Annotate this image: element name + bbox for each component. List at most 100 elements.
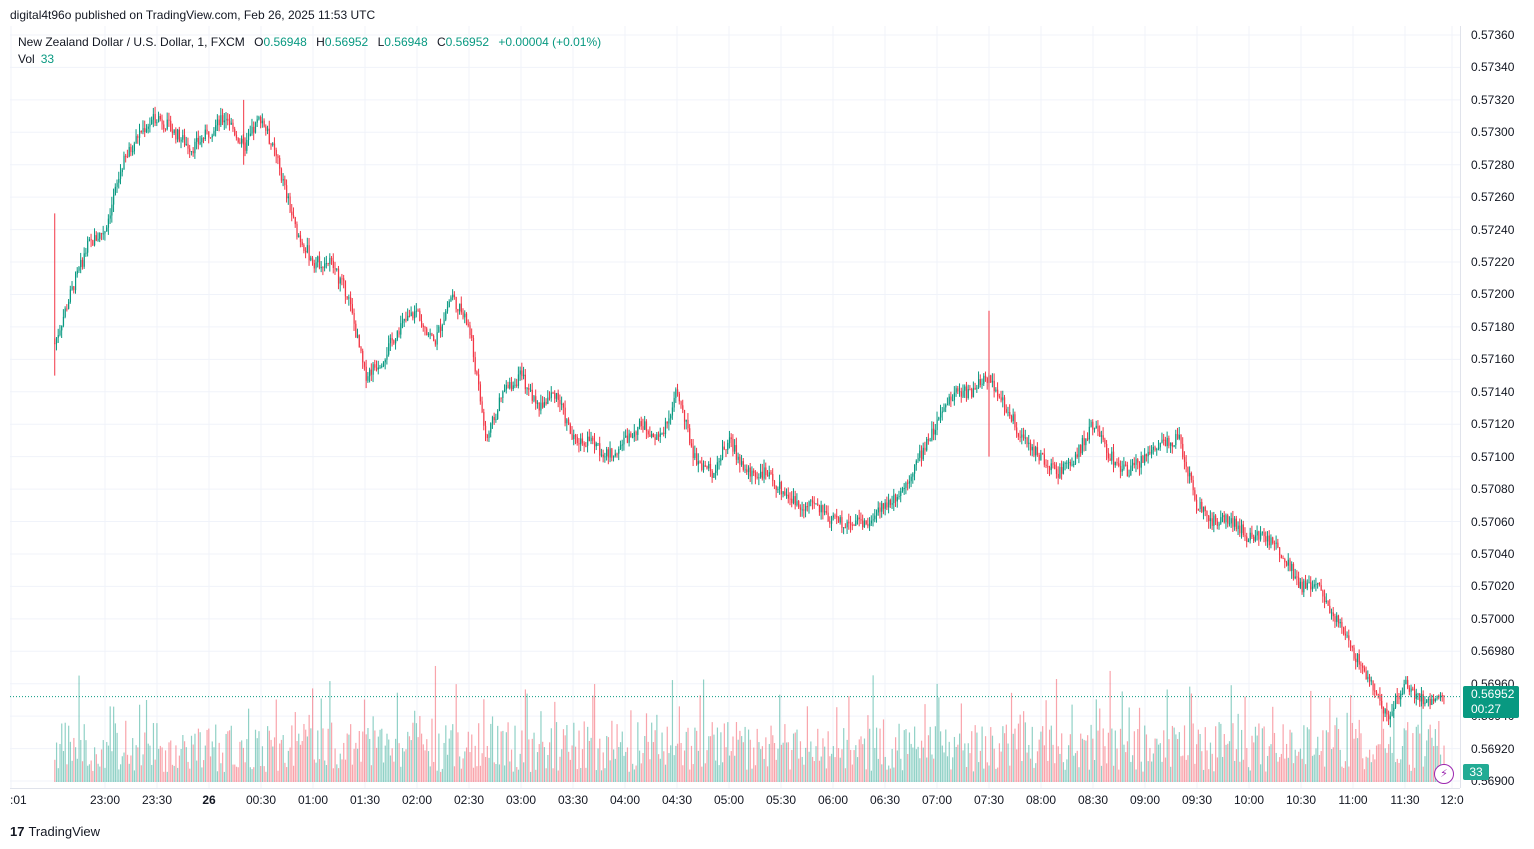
volume-bar <box>196 760 198 782</box>
volume-bar <box>1069 734 1071 782</box>
volume-bar <box>1351 722 1353 782</box>
candle-body <box>715 470 717 473</box>
candle-body <box>1408 687 1411 692</box>
candlestick-chart[interactable] <box>10 26 1460 788</box>
candle-body <box>1183 457 1186 462</box>
volume-bar <box>666 726 668 782</box>
time-tick-label: 23:00 <box>89 793 121 807</box>
volume-bar <box>946 756 949 782</box>
volume-bar <box>1095 699 1097 782</box>
candle-body <box>87 241 89 253</box>
candle-body <box>635 431 637 435</box>
time-tick-label: 23:30 <box>141 793 173 807</box>
price-tick-label: 0.57060 <box>1471 514 1515 529</box>
volume-bar <box>664 764 667 782</box>
volume-bar <box>348 734 350 782</box>
candle-body <box>194 141 196 154</box>
volume-bar <box>692 764 694 782</box>
volume-bar <box>746 769 748 782</box>
candle-body <box>1375 691 1378 695</box>
volume-bar <box>831 753 833 782</box>
candle-body <box>453 294 456 297</box>
chart-pane[interactable] <box>10 26 1460 788</box>
candle-body <box>369 369 371 377</box>
candle-body <box>253 126 255 133</box>
volume-bar <box>1355 728 1357 782</box>
candle-body <box>1346 635 1348 637</box>
volume-bar <box>984 736 987 782</box>
volume-bar <box>1291 732 1293 782</box>
volume-bar <box>566 725 568 782</box>
volume-bar <box>287 750 289 782</box>
volume-bar <box>502 730 504 782</box>
volume-bar <box>1201 751 1203 782</box>
candle-body <box>1199 501 1201 509</box>
candle-body <box>235 134 238 138</box>
candle-body <box>455 296 457 310</box>
candle-body <box>677 389 679 394</box>
tradingview-footer[interactable]: 17 TradingView <box>10 823 100 841</box>
candle-body <box>1128 475 1130 477</box>
candle-body <box>1337 615 1340 624</box>
candle-body <box>766 475 769 477</box>
volume-bar <box>1194 763 1196 782</box>
volume-bar <box>414 710 416 782</box>
volume-bar <box>811 756 814 782</box>
candle-body <box>1126 465 1129 477</box>
candle-body <box>1365 671 1367 680</box>
price-tick-label: 0.57360 <box>1471 28 1515 42</box>
candle-body <box>1280 555 1283 559</box>
volume-bar <box>460 768 462 782</box>
candle-body <box>1149 451 1151 454</box>
candle-body <box>1398 696 1400 700</box>
candle-body <box>211 135 213 138</box>
volume-bar <box>185 747 187 782</box>
volume-bar <box>422 744 424 782</box>
candle-body <box>1208 515 1210 522</box>
volume-label[interactable]: Vol <box>18 52 35 66</box>
candle-body <box>920 450 923 460</box>
volume-bar <box>135 745 137 782</box>
candle-body <box>723 446 725 450</box>
candle-body <box>324 263 326 268</box>
volume-bar <box>1284 758 1286 782</box>
candle-body <box>1024 437 1026 439</box>
volume-bar <box>554 701 556 782</box>
candle-body <box>708 463 710 469</box>
volume-bar <box>1249 770 1251 782</box>
candle-body <box>754 472 757 477</box>
price-axis[interactable]: 0.569000.569200.569400.569600.569800.570… <box>1460 26 1534 788</box>
volume-bar <box>126 754 129 782</box>
time-axis[interactable]: :01 23:00 23:30 26 00:30 01:00 01:30 02:00 02:30… <box>10 788 1464 813</box>
volume-bar <box>1007 743 1009 782</box>
symbol-name[interactable]: New Zealand Dollar / U.S. Dollar, 1, FXC… <box>18 35 245 49</box>
candle-body <box>73 286 75 291</box>
candle-body <box>395 339 397 344</box>
volume-bar <box>912 747 914 782</box>
volume-bar <box>80 739 82 782</box>
candle-body <box>979 379 981 385</box>
volume-bar <box>872 675 874 782</box>
candle-body <box>1348 635 1350 641</box>
candle-body <box>713 472 715 478</box>
volume-bar <box>1114 730 1116 782</box>
volume-bar <box>100 749 103 782</box>
volume-bar <box>405 749 407 782</box>
volume-bar <box>491 716 494 782</box>
time-tick-label: 02:00 <box>401 793 433 807</box>
candle-body <box>1296 576 1298 578</box>
volume-bar <box>192 744 194 782</box>
candle-body <box>313 263 315 269</box>
volume-bar <box>936 683 938 782</box>
volume-bar <box>152 723 155 782</box>
volume-bar <box>787 742 789 782</box>
volume-bar <box>1132 755 1134 782</box>
candle-body <box>886 502 888 508</box>
candle-body <box>850 523 852 525</box>
lightning-icon[interactable]: ⚡ <box>1434 764 1454 784</box>
candle-body <box>377 367 379 370</box>
volume-bar <box>640 763 642 782</box>
candle-body <box>889 499 892 505</box>
candle-body <box>699 461 701 464</box>
candle-body <box>135 136 137 144</box>
